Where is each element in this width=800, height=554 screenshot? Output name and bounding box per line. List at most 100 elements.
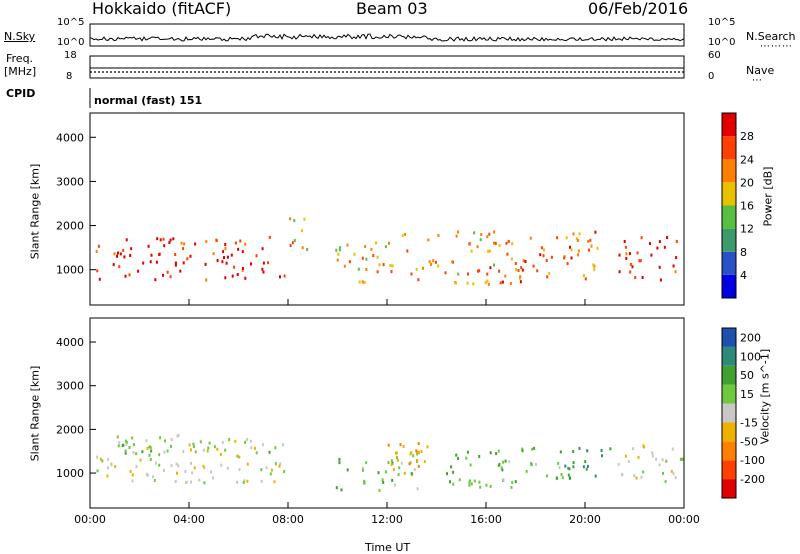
scatter-cell — [194, 242, 197, 246]
scatter-cell — [370, 247, 373, 251]
scatter-cell — [465, 456, 468, 460]
scatter-cell — [398, 466, 401, 470]
scatter-cell — [224, 448, 227, 452]
scatter-cell — [236, 454, 239, 458]
scatter-cell — [116, 254, 118, 258]
scatter-cell — [628, 252, 631, 256]
scatter-cell — [672, 264, 675, 268]
colorbar-swatch — [722, 113, 736, 137]
scatter-cell — [388, 241, 390, 245]
colorbar-tick-label: 200 — [740, 331, 761, 344]
scatter-cell — [194, 450, 197, 454]
scatter-cell — [125, 238, 128, 242]
scatter-cell — [396, 458, 399, 462]
scatter-cell — [415, 449, 418, 453]
scatter-cell — [674, 476, 677, 480]
scatter-cell — [394, 483, 397, 487]
scatter-cell — [246, 438, 249, 441]
velocity-y-axis: 4000 3000 2000 1000 — [56, 336, 96, 480]
scatter-cell — [204, 262, 207, 266]
scatter-cell — [255, 254, 258, 258]
scatter-cell — [293, 239, 296, 243]
scatter-cell — [444, 271, 447, 275]
scatter-cell — [234, 439, 237, 443]
scatter-cell — [403, 471, 406, 475]
colorbar-tick-label: 15 — [740, 388, 754, 401]
colorbar-swatch — [722, 460, 736, 480]
scatter-cell — [585, 467, 588, 471]
scatter-cell — [226, 466, 229, 470]
scatter-cell — [205, 240, 208, 244]
scatter-cell — [236, 480, 239, 484]
scatter-cell — [642, 444, 645, 448]
scatter-cell — [400, 461, 403, 465]
scatter-cell — [601, 454, 603, 458]
scatter-cell — [508, 460, 511, 464]
scatter-cell — [135, 452, 138, 456]
scatter-cell — [662, 471, 664, 475]
scatter-cell — [434, 260, 437, 264]
scatter-cell — [594, 474, 597, 478]
scatter-cell — [274, 446, 277, 450]
scatter-cell — [578, 232, 581, 236]
scatter-cell — [274, 462, 277, 466]
scatter-cell — [486, 279, 489, 283]
scatter-cell — [510, 257, 513, 261]
scatter-cell — [524, 260, 527, 263]
scatter-cell — [163, 439, 166, 443]
scatter-cell — [210, 470, 212, 474]
power-ylabel: Slant Range [km] — [28, 163, 42, 260]
scatter-cell — [406, 249, 409, 253]
nsearch-label: N.Search — [746, 30, 796, 43]
scatter-cell — [208, 441, 211, 445]
colorbar-tick-label: 24 — [740, 153, 754, 166]
scatter-cell — [586, 449, 589, 453]
cpid-value: normal (fast) 151 — [94, 94, 203, 107]
scatter-cell — [175, 462, 178, 466]
scatter-cell — [502, 478, 505, 482]
x-tick-label: 00:00 — [668, 513, 700, 526]
scatter-cell — [358, 280, 361, 284]
scatter-cell — [278, 464, 281, 468]
scatter-cell — [169, 275, 172, 279]
scatter-cell — [472, 282, 475, 286]
scatter-cell — [145, 439, 148, 443]
scatter-cell — [638, 259, 641, 263]
scatter-cell — [540, 246, 543, 250]
y-tick-label: 4000 — [56, 336, 84, 349]
scatter-cell — [593, 264, 596, 268]
scatter-cell — [457, 272, 460, 276]
scatter-cell — [176, 471, 178, 475]
scatter-cell — [452, 470, 455, 474]
scatter-cell — [504, 274, 507, 278]
scatter-cell — [505, 241, 508, 245]
scatter-cell — [452, 482, 455, 486]
scatter-cell — [410, 272, 413, 276]
scatter-cell — [225, 261, 228, 265]
scatter-cell — [489, 485, 492, 488]
scatter-cell — [376, 255, 379, 259]
velocity-ylabel: Slant Range [km] — [28, 365, 42, 462]
scatter-cell — [417, 278, 420, 282]
scatter-cell — [223, 256, 225, 259]
scatter-cell — [556, 236, 559, 240]
scatter-cell — [455, 453, 458, 457]
scatter-cell — [220, 463, 223, 467]
scatter-cell — [183, 242, 186, 246]
scatter-cell — [193, 466, 196, 470]
scatter-cell — [570, 248, 573, 252]
scatter-cell — [390, 463, 393, 467]
scatter-cell — [476, 245, 479, 249]
scatter-cell — [221, 440, 224, 444]
scatter-cell — [377, 471, 380, 475]
scatter-cell — [255, 451, 258, 455]
scatter-cell — [658, 240, 661, 244]
scatter-cell — [641, 276, 644, 279]
scatter-cell — [416, 459, 419, 462]
scatter-cell — [353, 252, 356, 256]
scatter-cell — [185, 480, 188, 484]
scatter-cell — [231, 274, 234, 278]
colorbar-swatch — [722, 441, 736, 461]
scatter-cell — [466, 281, 469, 285]
scatter-cell — [162, 273, 164, 277]
